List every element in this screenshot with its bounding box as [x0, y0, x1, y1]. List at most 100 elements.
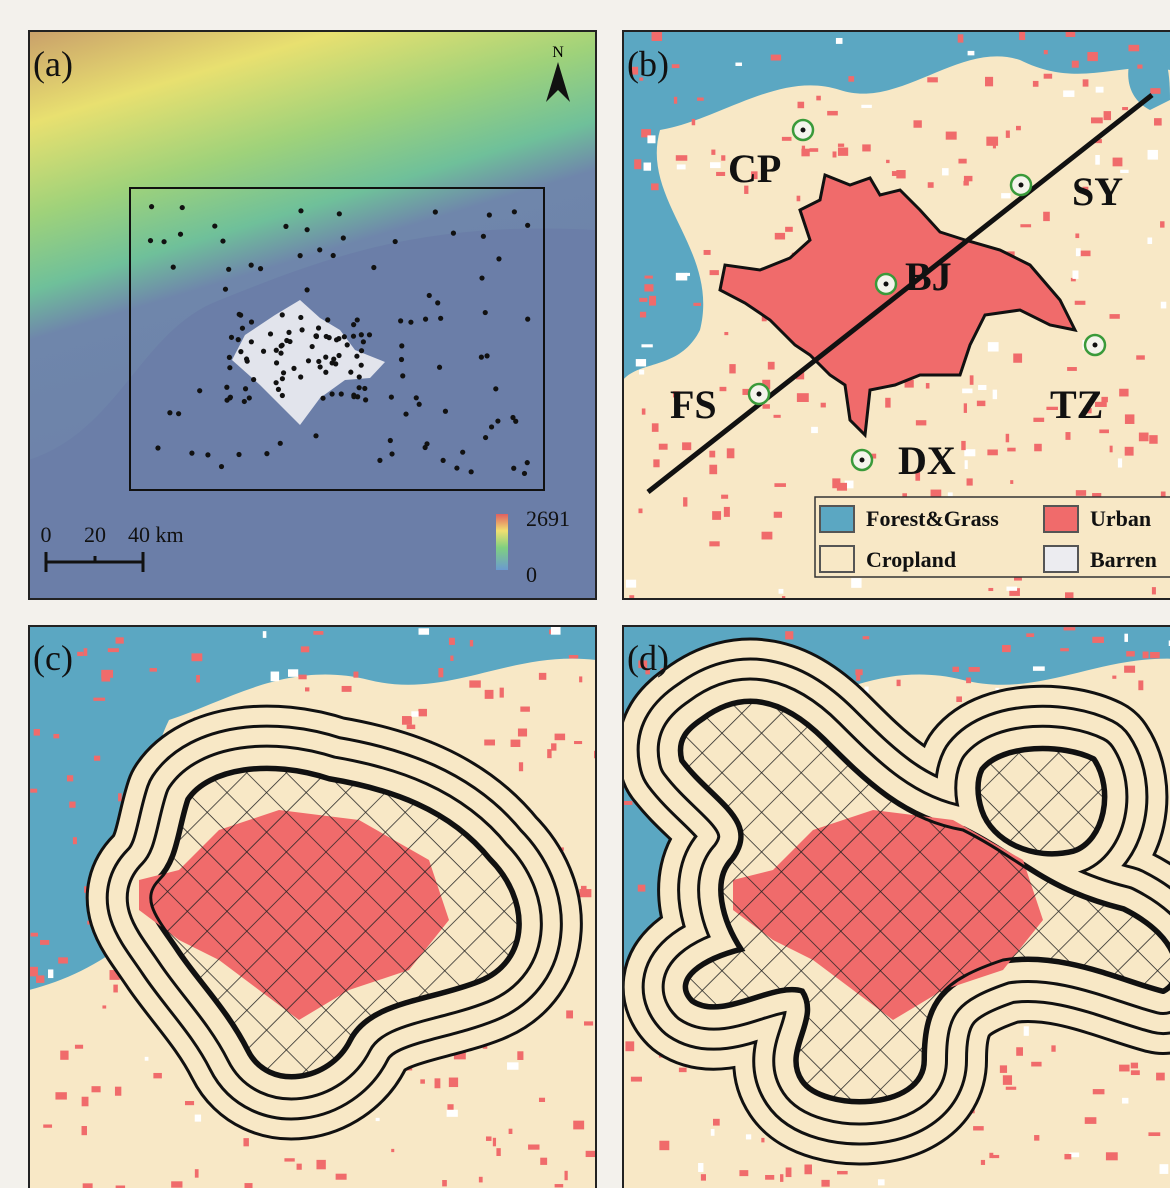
urban-patch — [40, 940, 49, 945]
urban-patch — [539, 673, 546, 680]
station — [148, 238, 153, 243]
urban-patch — [438, 668, 443, 677]
urban-patch — [1124, 634, 1128, 642]
urban-patch — [284, 1158, 294, 1161]
station — [489, 424, 494, 429]
station — [276, 387, 281, 392]
station — [316, 359, 321, 364]
station — [487, 212, 492, 217]
urban-patch — [721, 495, 728, 499]
urban-patch — [69, 802, 75, 808]
urban-patch — [1034, 444, 1042, 451]
panel-label: (b) — [627, 44, 669, 84]
urban-patch — [1034, 1135, 1039, 1141]
urban-patch — [729, 364, 735, 373]
station — [331, 253, 336, 258]
urban-patch — [636, 359, 646, 366]
urban-patch — [509, 1129, 513, 1134]
urban-patch — [1083, 79, 1089, 86]
station — [398, 318, 403, 323]
station — [342, 334, 347, 339]
urban-patch — [885, 398, 890, 408]
urban-patch — [1118, 458, 1122, 467]
station — [249, 339, 254, 344]
urban-patch — [638, 508, 642, 513]
urban-patch — [978, 385, 986, 390]
urban-patch — [191, 653, 202, 661]
station — [399, 343, 404, 348]
urban-patch — [449, 638, 455, 645]
panel-c — [29, 626, 602, 1188]
colorbar-min: 0 — [526, 562, 537, 587]
urban-patch — [1113, 158, 1123, 167]
urban-patch — [1156, 1073, 1165, 1081]
urban-patch — [195, 1115, 201, 1122]
station — [274, 380, 279, 385]
station — [525, 460, 530, 465]
urban-patch — [993, 145, 996, 148]
urban-patch — [1143, 652, 1149, 659]
station — [427, 293, 432, 298]
urban-patch — [1139, 433, 1149, 442]
urban-patch — [263, 631, 267, 638]
urban-patch — [964, 449, 975, 456]
station — [155, 445, 160, 450]
urban-patch — [1099, 429, 1109, 433]
urban-patch — [931, 490, 942, 498]
urban-patch — [1079, 251, 1090, 257]
urban-patch — [771, 55, 781, 61]
station — [304, 287, 309, 292]
urban-patch — [171, 1181, 182, 1187]
urban-patch — [84, 648, 88, 656]
urban-patch — [1007, 448, 1015, 452]
urban-patch — [569, 655, 578, 658]
urban-patch — [77, 652, 83, 656]
urban-patch — [641, 344, 652, 347]
urban-patch — [1006, 587, 1017, 591]
urban-patch — [1033, 418, 1044, 422]
urban-patch — [485, 690, 494, 699]
station — [481, 234, 486, 239]
urban-patch — [500, 688, 504, 698]
station — [359, 332, 364, 337]
urban-patch — [642, 408, 646, 414]
site-marker — [860, 458, 865, 463]
urban-patch — [391, 1149, 394, 1152]
station — [237, 312, 242, 317]
station — [320, 396, 325, 401]
urban-patch — [507, 1062, 518, 1069]
urban-patch — [1119, 1065, 1129, 1072]
urban-patch — [712, 511, 721, 520]
urban-patch — [701, 1174, 706, 1180]
urban-patch — [517, 1051, 523, 1060]
urban-patch — [573, 1121, 584, 1130]
urban-patch — [298, 675, 306, 680]
station — [167, 410, 172, 415]
urban-patch — [1006, 434, 1009, 442]
urban-patch — [402, 716, 412, 725]
urban-patch — [511, 740, 521, 747]
urban-patch — [861, 105, 871, 108]
urban-patch — [988, 342, 999, 351]
station — [339, 391, 344, 396]
urban-patch — [1147, 237, 1152, 244]
urban-patch — [804, 1165, 812, 1175]
station — [355, 317, 360, 322]
figure: (a) N 0 20 40 km 2691 0 CPSYBJFSTZDX For… — [0, 0, 1170, 1188]
urban-patch — [878, 1179, 885, 1185]
urban-patch — [1131, 1063, 1138, 1069]
site-marker — [757, 392, 762, 397]
urban-patch — [993, 390, 997, 400]
station — [351, 322, 356, 327]
urban-patch — [765, 1175, 774, 1180]
urban-patch — [653, 459, 659, 467]
urban-patch — [942, 168, 949, 175]
urban-patch — [697, 97, 704, 100]
station — [437, 365, 442, 370]
colorbar-max: 2691 — [526, 506, 570, 531]
urban-patch — [833, 151, 837, 157]
urban-patch — [1148, 1132, 1160, 1136]
urban-patch — [1013, 353, 1022, 362]
urban-patch — [1043, 212, 1050, 221]
urban-patch — [1075, 301, 1086, 305]
